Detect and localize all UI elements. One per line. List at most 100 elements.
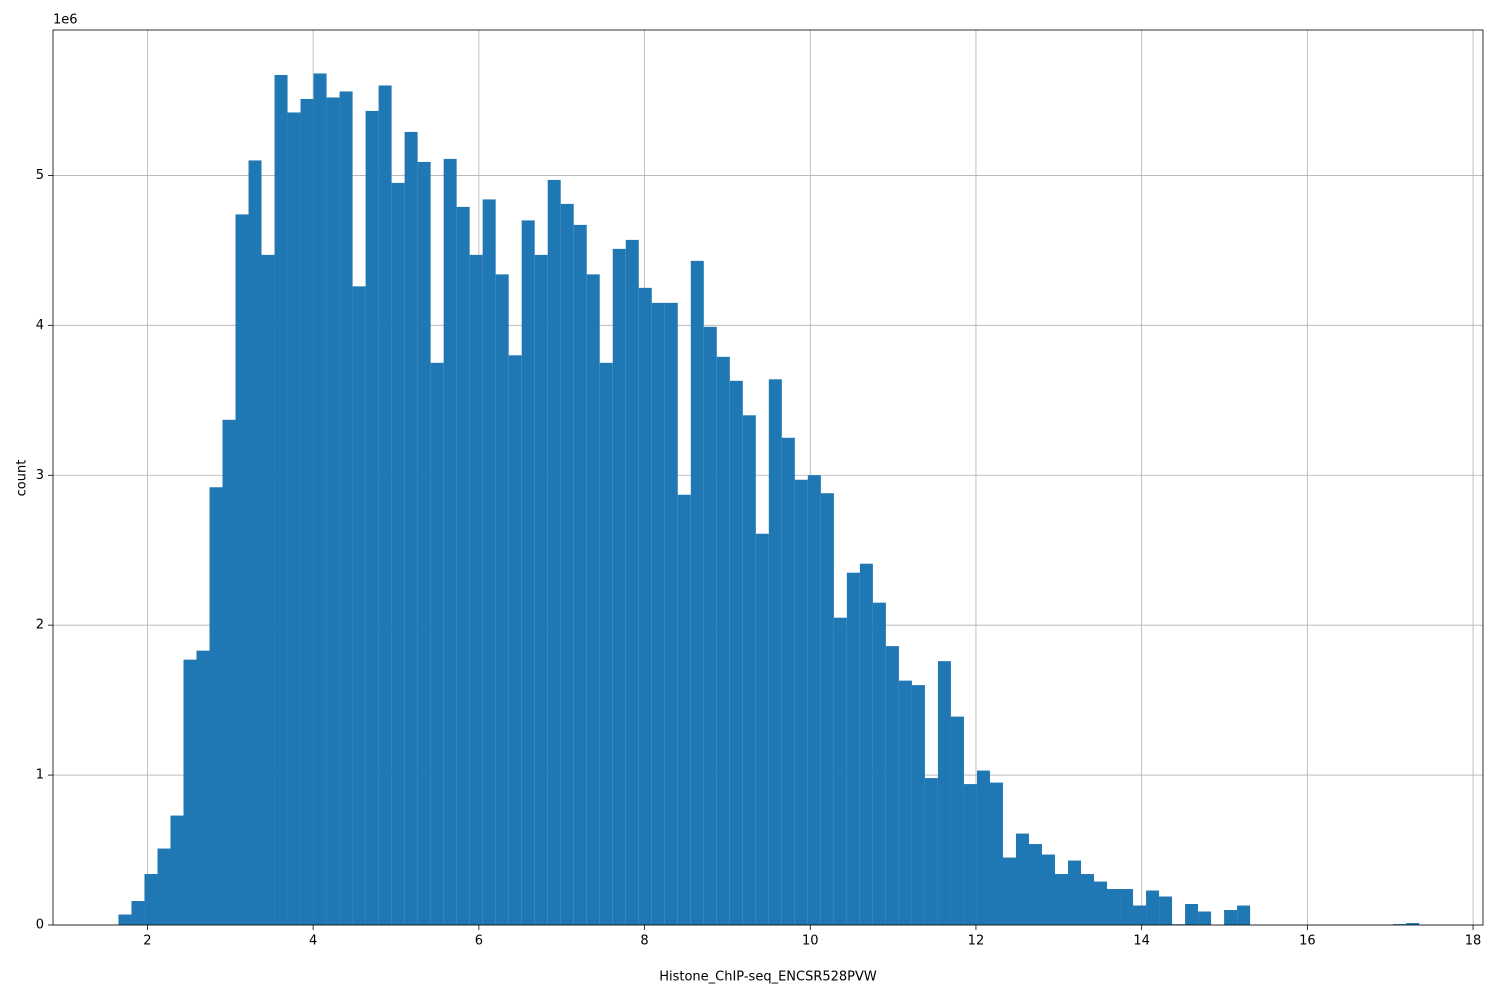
- bar: [547, 179, 561, 925]
- bar: [1237, 905, 1251, 925]
- bar: [495, 274, 509, 925]
- bar: [573, 224, 587, 926]
- bar: [1159, 896, 1173, 925]
- x-tick-label: 14: [1133, 934, 1150, 949]
- bar: [989, 782, 1003, 925]
- x-tick-label: 8: [640, 934, 648, 949]
- bar: [209, 487, 223, 925]
- bar: [872, 602, 886, 925]
- bar: [950, 716, 964, 925]
- bar: [417, 161, 431, 926]
- bar: [716, 356, 730, 926]
- bar: [976, 770, 990, 925]
- bar: [131, 901, 145, 925]
- bar: [313, 73, 327, 925]
- bar: [287, 112, 301, 926]
- bar: [599, 362, 613, 925]
- y-tick-label: 2: [36, 618, 44, 633]
- bar: [664, 302, 678, 926]
- bar: [508, 355, 522, 926]
- bar: [1393, 924, 1407, 925]
- x-tick-label: 10: [802, 934, 819, 949]
- bar: [742, 415, 756, 925]
- bar: [339, 91, 353, 926]
- bar: [885, 646, 899, 925]
- x-tick-label: 6: [475, 934, 483, 949]
- y-tick-label: 1: [36, 768, 44, 783]
- bar: [911, 685, 925, 925]
- bar: [1146, 890, 1160, 925]
- y-tick-label: 3: [36, 468, 44, 483]
- bar: [196, 650, 210, 925]
- bar: [612, 248, 626, 926]
- bar: [1094, 881, 1108, 925]
- bar: [781, 437, 795, 925]
- bar: [807, 475, 821, 925]
- bar: [963, 784, 977, 925]
- x-tick-label: 4: [309, 934, 317, 949]
- bar: [534, 254, 548, 925]
- bar: [651, 302, 665, 926]
- bar: [1054, 874, 1069, 925]
- x-axis-label: Histone_ChIP-seq_ENCSR528PVW: [659, 970, 877, 985]
- y-tick-label: 0: [36, 918, 44, 933]
- bar: [1107, 889, 1121, 925]
- y-tick-label: 5: [36, 168, 44, 183]
- bar: [924, 778, 938, 925]
- bar: [755, 533, 769, 925]
- bar: [248, 160, 262, 926]
- bar: [144, 874, 158, 925]
- y-tick-label: 4: [36, 318, 44, 333]
- bar: [378, 85, 392, 926]
- bar: [1198, 911, 1212, 925]
- bar: [846, 572, 860, 925]
- bar: [326, 97, 340, 926]
- bar: [898, 680, 912, 925]
- bar: [456, 206, 470, 925]
- x-tick-label: 18: [1465, 934, 1482, 949]
- bar: [1041, 854, 1055, 925]
- bar: [1185, 904, 1199, 925]
- bar: [768, 379, 782, 925]
- bar: [833, 617, 847, 925]
- bar: [937, 661, 951, 925]
- bar: [1002, 857, 1016, 925]
- bar: [729, 380, 743, 925]
- bar: [1224, 910, 1238, 925]
- bar: [521, 220, 535, 926]
- bar: [638, 287, 652, 925]
- bar: [391, 182, 405, 926]
- bar: [820, 493, 834, 925]
- x-tick-label: 2: [143, 934, 151, 949]
- bar: [235, 214, 249, 926]
- bar: [404, 131, 418, 925]
- bar: [443, 158, 457, 925]
- bar: [469, 254, 483, 925]
- bar: [170, 815, 184, 925]
- y-offset-label: 1e6: [53, 13, 78, 28]
- bar: [1120, 889, 1134, 925]
- bar: [261, 254, 275, 925]
- bar: [560, 203, 574, 926]
- bar: [430, 362, 444, 925]
- bar: [1028, 844, 1042, 925]
- bar: [1015, 833, 1029, 925]
- bar: [118, 914, 132, 925]
- x-tick-label: 16: [1299, 934, 1316, 949]
- bar: [690, 260, 704, 925]
- bar: [677, 494, 691, 925]
- bar: [1133, 905, 1147, 925]
- bar: [183, 659, 197, 925]
- bar: [794, 479, 808, 925]
- bar: [859, 563, 873, 925]
- x-tick-label: 12: [968, 934, 985, 949]
- bar: [625, 239, 639, 925]
- bar: [300, 98, 314, 925]
- plot-frame: [52, 29, 1484, 926]
- bar: [1068, 860, 1082, 925]
- bar: [703, 326, 717, 925]
- bar: [586, 274, 600, 925]
- bar: [1081, 874, 1095, 925]
- bar: [352, 286, 366, 925]
